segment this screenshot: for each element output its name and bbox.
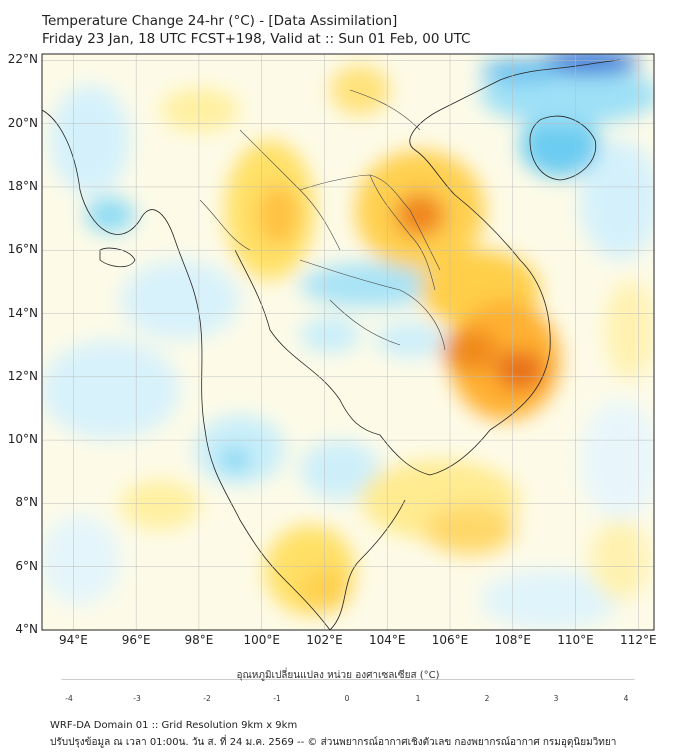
graticule (42, 54, 654, 631)
title-line-1: Temperature Change 24-hr (°C) - [Data As… (42, 13, 398, 29)
longitude-label: 112°E (620, 633, 657, 647)
colorbar-tick-label: 3 (553, 694, 559, 703)
temperature-field (42, 54, 654, 630)
colorbar-tick-label: 0 (344, 694, 350, 703)
latitude-label: 12°N (7, 368, 38, 383)
longitude-label: 96°E (121, 633, 151, 647)
latitude-label: 8°N (15, 495, 38, 510)
latitude-label: 18°N (7, 178, 38, 193)
footer-line-2: ปรับปรุงข้อมูล ณ เวลา 01:00น. วัน ส. ที่… (50, 737, 617, 748)
latitude-label: 14°N (7, 305, 38, 320)
colorbar-tick-label: 2 (484, 694, 490, 703)
country-borders (199, 89, 446, 351)
map-frame (41, 53, 655, 631)
latitude-label: 22°N (7, 52, 38, 67)
latitude-label: 16°N (7, 242, 38, 257)
longitude-label: 108°E (494, 633, 532, 647)
longitude-label: 94°E (58, 633, 88, 647)
temperature-change-map (41, 53, 655, 680)
colorbar-tick-label: -3 (133, 694, 141, 703)
latitude-label: 6°N (15, 558, 38, 573)
longitude-label: 104°E (368, 633, 406, 647)
latitude-label: 20°N (7, 115, 38, 130)
colorbar-tick-label: 1 (415, 694, 421, 703)
colorbar-tick-label: 4 (623, 694, 629, 703)
longitude-label: 98°E (184, 633, 214, 647)
colorbar-tick-label: -1 (273, 694, 281, 703)
longitude-label: 110°E (557, 633, 594, 647)
colorbar-tick-label: -2 (203, 694, 211, 703)
coastlines (42, 59, 621, 630)
latitude-label: 10°N (7, 432, 38, 447)
latitude-label: 4°N (15, 622, 38, 636)
colorbar-tick-label: -4 (65, 694, 73, 703)
footer-line-1: WRF-DA Domain 01 :: Grid Resolution 9km … (50, 720, 298, 731)
longitude-label: 106°E (431, 633, 469, 647)
longitude-label: 102°E (306, 633, 343, 647)
title-line-2: Friday 23 Jan, 18 UTC FCST+198, Valid at… (42, 31, 471, 47)
colorbar-title: อุณหภูมิเปลี่ยนแปลง หน่วย องศาเซลเซียส (… (236, 670, 440, 681)
longitude-label: 100°E (243, 633, 280, 647)
